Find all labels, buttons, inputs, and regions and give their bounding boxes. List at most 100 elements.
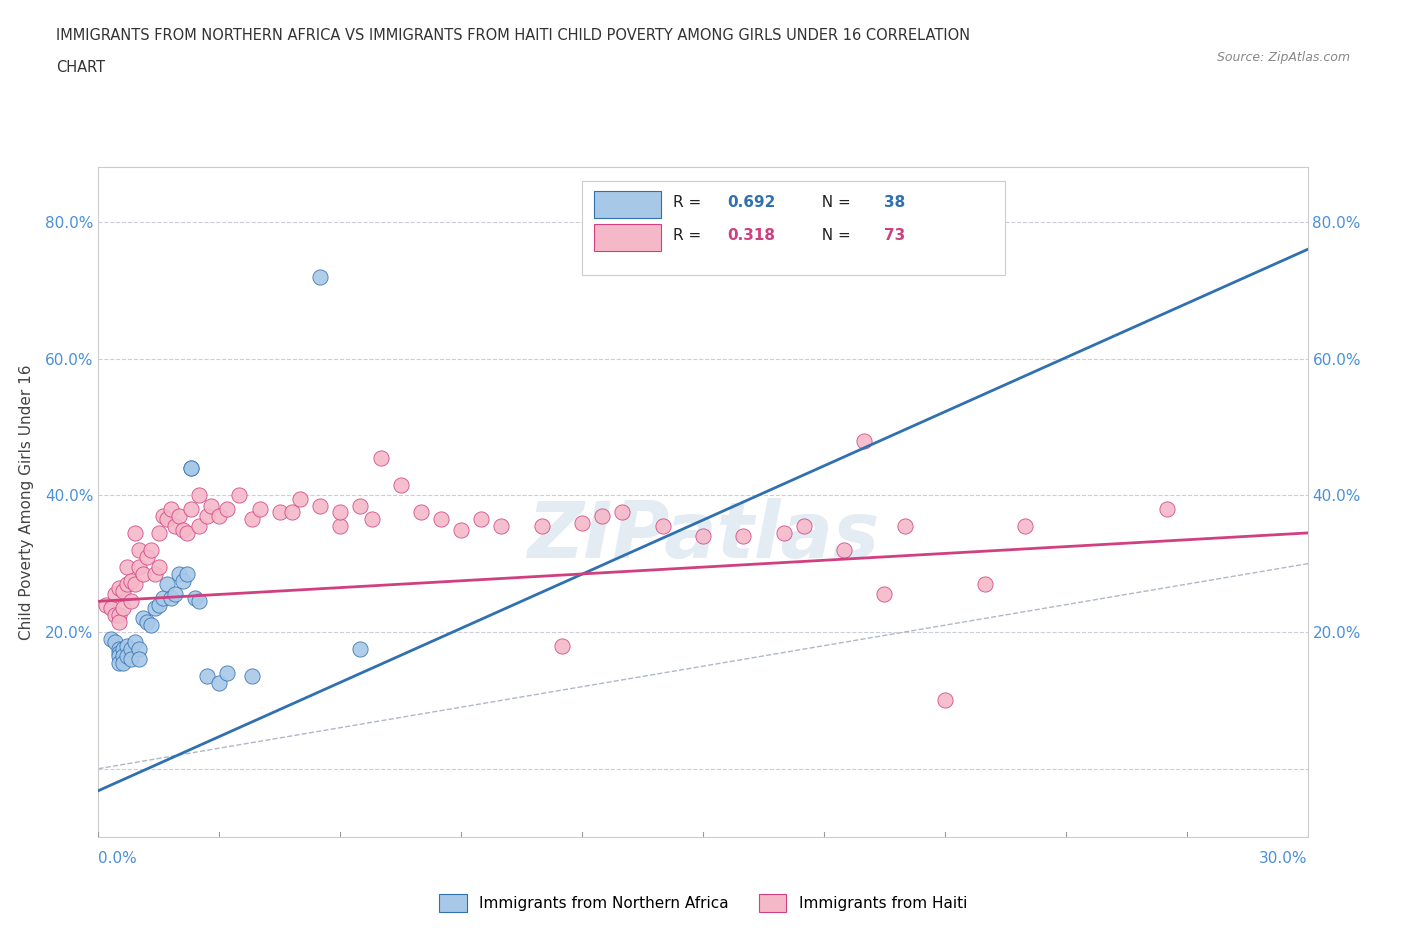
Point [934,693,956,708]
Point [148,525,170,540]
Point [148,560,170,575]
Point [120,594,142,609]
Point [188,519,211,534]
Point [188,488,211,503]
Point [772,525,794,540]
Point [172,573,194,588]
Text: R =: R = [673,194,706,210]
Bar [595,224,661,251]
Point [139,618,162,632]
Point [107,642,129,657]
Point [107,615,129,630]
Point [470,512,492,526]
Point [120,573,142,588]
Point [195,669,218,684]
Legend: Immigrants from Northern Africa, Immigrants from Haiti: Immigrants from Northern Africa, Immigra… [433,888,973,918]
Point [115,638,138,653]
Text: 30.0%: 30.0% [1260,851,1308,866]
Point [124,525,146,540]
Point [853,433,876,448]
Point [195,509,218,524]
Point [156,577,179,591]
Text: N =: N = [811,228,855,244]
Point [409,505,432,520]
Point [135,615,157,630]
Point [132,611,155,626]
Point [160,501,183,516]
Point [269,505,291,520]
Point [1014,519,1036,534]
Point [349,498,371,513]
Point [491,519,513,534]
FancyBboxPatch shape [582,180,1005,274]
Text: 38: 38 [884,194,905,210]
Point [571,515,593,530]
Point [111,584,134,599]
Point [217,501,239,516]
Point [107,648,129,663]
Point [107,645,129,660]
Text: IMMIGRANTS FROM NORTHERN AFRICA VS IMMIGRANTS FROM HAITI CHILD POVERTY AMONG GIR: IMMIGRANTS FROM NORTHERN AFRICA VS IMMIG… [56,28,970,43]
Point [430,512,453,526]
Point [167,509,190,524]
Point [120,642,142,657]
Point [551,638,574,653]
Text: 73: 73 [884,228,905,244]
Point [128,642,150,657]
Point [163,587,186,602]
Point [832,542,855,557]
Point [208,509,231,524]
Point [389,478,412,493]
Point [651,519,673,534]
Point [148,597,170,612]
Text: R =: R = [673,228,706,244]
Y-axis label: Child Poverty Among Girls Under 16: Child Poverty Among Girls Under 16 [18,365,34,640]
Point [249,501,271,516]
Bar [595,191,661,218]
Text: N =: N = [811,194,855,210]
Text: ZIPatlas: ZIPatlas [527,498,879,574]
Point [107,580,129,595]
Point [873,587,896,602]
Point [103,587,125,602]
Point [115,577,138,591]
Point [1156,501,1178,516]
Point [135,550,157,565]
Point [793,519,815,534]
Point [612,505,634,520]
Point [591,509,613,524]
Point [111,601,134,616]
Point [329,519,352,534]
Point [530,519,553,534]
Point [184,591,207,605]
Text: 0.0%: 0.0% [98,851,138,866]
Point [180,460,202,475]
Point [176,525,198,540]
Point [228,488,250,503]
Point [152,591,174,605]
Point [329,505,352,520]
Point [361,512,384,526]
Point [111,656,134,671]
Point [128,542,150,557]
Point [974,577,997,591]
Point [115,560,138,575]
Point [120,652,142,667]
Point [349,642,371,657]
Point [281,505,304,520]
Point [100,601,122,616]
Point [208,676,231,691]
Point [160,591,183,605]
Point [180,460,202,475]
Point [132,566,155,581]
Point [200,498,222,513]
Point [103,607,125,622]
Point [103,635,125,650]
Point [139,542,162,557]
Point [176,566,198,581]
Point [143,566,166,581]
Point [163,519,186,534]
Point [156,512,179,526]
Point [893,519,915,534]
Point [692,529,714,544]
